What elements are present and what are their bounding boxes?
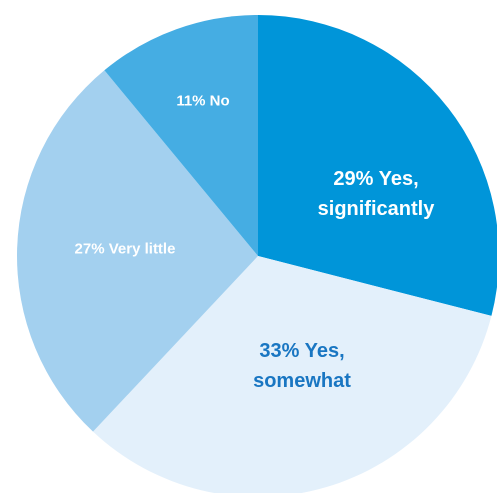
pie-slice-yes-somewhat <box>93 256 492 498</box>
pie-slice-no <box>104 15 258 256</box>
pie-slice-yes-significantly <box>258 15 497 316</box>
pie-slice-label-line: 33% Yes, <box>259 340 344 362</box>
pie-slice-label: 33% Yes, somewhat <box>253 340 351 392</box>
pie-slice-label-line: significantly <box>318 198 436 220</box>
pie-slice-label-line: 27% Very little <box>75 240 176 257</box>
pie-slice-very-little <box>17 70 258 432</box>
pie-slice-label-line: 11% No <box>176 92 229 109</box>
pie-slice-label-line: somewhat <box>253 370 351 392</box>
pie-slice-label-line: 29% Yes, <box>333 168 418 190</box>
pie-slice-label: 29% Yes, significantly <box>318 168 436 220</box>
pie-slice-label: 11% No <box>176 92 229 109</box>
pie-slice-label: 27% Very little <box>75 240 176 257</box>
